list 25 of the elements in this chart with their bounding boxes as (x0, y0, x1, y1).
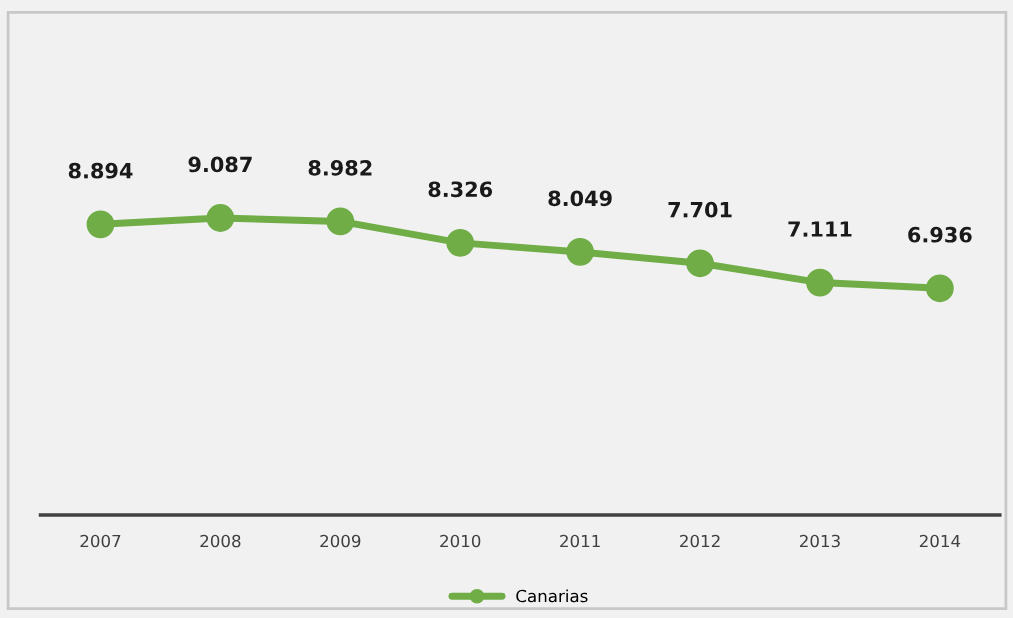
point (806, 268, 834, 297)
data-label: 8.894 (68, 162, 133, 179)
data-label: 7.111 (788, 221, 852, 237)
point (925, 274, 954, 303)
x-tick-label: 2007 (80, 534, 121, 548)
legend-label: Canarias (516, 589, 588, 603)
x-tick-label: 2009 (320, 534, 361, 548)
x-tick-label: 2010 (440, 534, 481, 548)
x-tick-label: 2014 (919, 534, 961, 548)
point (206, 204, 235, 232)
point (566, 238, 595, 266)
x-tick-label: 2012 (680, 534, 720, 548)
point (686, 249, 714, 278)
data-label: 6.936 (908, 226, 972, 243)
x-tick-label: 2011 (560, 534, 600, 548)
data-label: 8.326 (428, 181, 493, 198)
data-label: 8.982 (308, 159, 372, 176)
data-label: 9.087 (188, 156, 252, 173)
point (86, 210, 115, 239)
data-label: 8.049 (548, 190, 612, 207)
x-tick-label: 2008 (200, 534, 241, 548)
point (446, 228, 475, 257)
point (326, 207, 355, 236)
data-label: 7.701 (668, 201, 732, 218)
x-tick-label: 2013 (799, 534, 840, 548)
